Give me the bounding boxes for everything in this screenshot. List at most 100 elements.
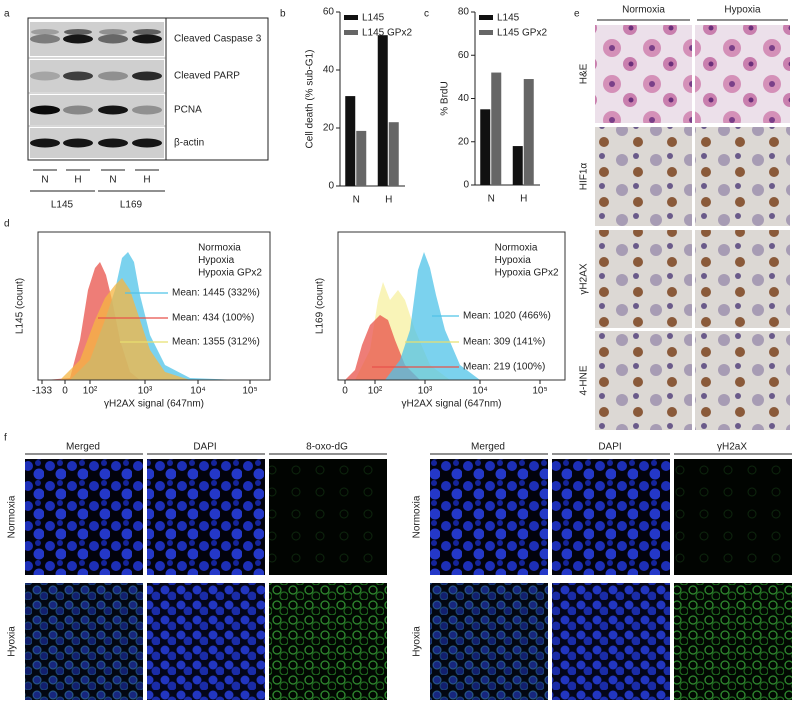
y-tick-label: 0	[328, 181, 334, 192]
bar	[356, 130, 367, 186]
legend-swatch	[479, 30, 493, 35]
mean-label: Mean: 1020 (466%)	[463, 311, 551, 322]
fluorescence-image	[269, 459, 387, 575]
ihc-image	[595, 127, 692, 226]
legend-label: L145	[497, 13, 520, 24]
bar	[523, 79, 534, 185]
x-tick-label: 10³	[418, 386, 433, 397]
x-tick-label: 0	[342, 386, 348, 397]
y-axis-label: Cell death (% sub-G1)	[305, 50, 316, 149]
mean-label: Mean: 219 (100%)	[463, 362, 545, 373]
legend-label: L145 GPx2	[497, 28, 547, 39]
column-header: DAPI	[598, 442, 621, 453]
bar	[388, 122, 399, 186]
band	[30, 34, 60, 44]
legend-label: L145	[362, 13, 385, 24]
y-tick-label: 60	[323, 7, 335, 18]
fluorescence-image	[430, 459, 548, 575]
x-tick-label: H	[385, 195, 392, 206]
legend-swatch	[344, 15, 358, 20]
ihc-image	[695, 25, 790, 123]
x-axis-label: γH2AX signal (647nm)	[104, 399, 204, 410]
row-label: HIF1α	[579, 163, 590, 191]
y-tick-label: 20	[458, 136, 470, 147]
band-label: Cleaved PARP	[174, 71, 240, 82]
x-tick-label: 10²	[368, 386, 383, 397]
band	[63, 138, 93, 148]
panel-label: e	[574, 9, 580, 20]
x-tick-label: 10²	[83, 386, 98, 397]
green-overlay	[25, 583, 143, 700]
panel-label: d	[4, 219, 10, 230]
band-label: Cleaved Caspase 3	[174, 34, 262, 45]
column-header: Merged	[471, 442, 505, 453]
band	[30, 71, 60, 81]
legend-label: Hypoxia GPx2	[198, 268, 262, 279]
green-overlay	[430, 583, 548, 700]
x-tick-label: 10⁴	[472, 386, 487, 397]
band	[132, 105, 162, 115]
plot-frame	[37, 231, 271, 381]
fluorescence-image	[552, 583, 670, 700]
plot-frame	[337, 231, 566, 381]
y-tick-label: 40	[323, 65, 335, 76]
row-label: γH2AX	[579, 263, 590, 294]
fluorescence-image	[25, 459, 143, 575]
x-tick-label: 0	[62, 386, 68, 397]
column-header: 8-oxo-dG	[306, 442, 348, 453]
x-tick-label: N	[488, 194, 495, 205]
band	[98, 105, 128, 115]
band	[63, 71, 93, 81]
legend-label: Hypoxia GPx2	[495, 268, 559, 279]
x-axis-label: γH2AX signal (647nm)	[401, 399, 501, 410]
fluorescence-image	[147, 459, 265, 575]
fluorescence-image	[552, 459, 670, 575]
x-tick-label: 10⁵	[242, 386, 257, 397]
band	[63, 105, 93, 115]
band	[98, 71, 128, 81]
y-tick-label: 60	[458, 50, 470, 61]
mean-label: Mean: 1445 (332%)	[172, 288, 260, 299]
fluorescence-image	[674, 583, 792, 700]
x-tick-label: -133	[32, 386, 52, 397]
legend-swatch	[479, 15, 493, 20]
bar	[345, 96, 356, 186]
y-axis-label: L169 (count)	[315, 278, 326, 334]
fluorescence-image	[674, 459, 792, 575]
band	[98, 34, 128, 44]
y-tick-label: 20	[323, 123, 335, 134]
band	[63, 34, 93, 44]
group-label: L169	[120, 200, 143, 211]
row-label: 4-HNE	[579, 365, 590, 395]
y-tick-label: 0	[463, 180, 469, 191]
row-label: Normoxia	[412, 495, 423, 538]
lane-label: H	[74, 175, 81, 186]
y-tick-label: 40	[458, 93, 470, 104]
mean-label: Mean: 434 (100%)	[172, 313, 254, 324]
legend-label: Hypoxia	[495, 255, 532, 266]
band	[31, 29, 59, 35]
panel-label: a	[4, 9, 10, 20]
legend-label: Hypoxia	[198, 255, 235, 266]
mean-label: Mean: 1355 (312%)	[172, 337, 260, 348]
panel-label: b	[280, 9, 286, 20]
ihc-image	[695, 127, 790, 226]
x-tick-label: 10⁴	[190, 386, 205, 397]
x-tick-label: H	[520, 194, 527, 205]
legend-swatch	[344, 30, 358, 35]
band-label: β-actin	[174, 138, 204, 149]
y-tick-label: 80	[458, 7, 470, 18]
row-label: Normoxia	[7, 495, 18, 538]
lane-label: N	[109, 175, 116, 186]
band	[64, 29, 92, 35]
bar	[377, 35, 388, 187]
mean-label: Mean: 309 (141%)	[463, 337, 545, 348]
column-header: Merged	[66, 442, 100, 453]
x-tick-label: N	[353, 195, 360, 206]
legend-label: Normoxia	[495, 243, 538, 254]
band	[30, 138, 60, 148]
column-header: γH2aX	[717, 442, 747, 453]
ihc-image	[695, 230, 790, 328]
row-label: Hyoxia	[412, 626, 423, 657]
